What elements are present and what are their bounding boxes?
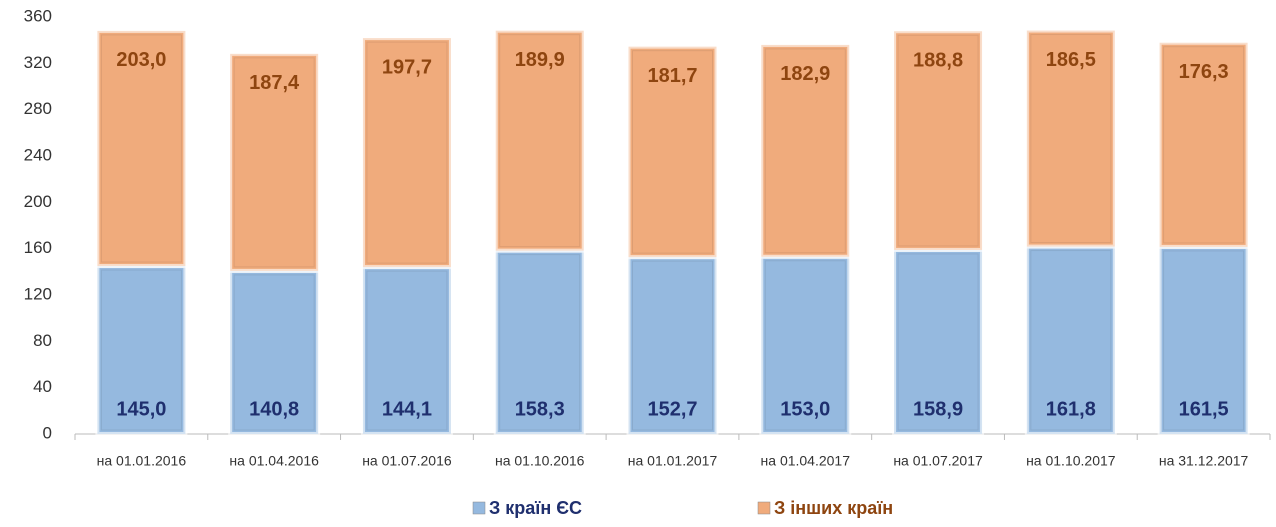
y-tick-label: 320 xyxy=(24,53,52,72)
bar-segment xyxy=(1024,28,1117,249)
y-tick-label: 200 xyxy=(24,192,52,211)
legend-marker xyxy=(472,501,486,515)
bar-segment xyxy=(626,44,719,260)
x-tick-label: на 01.10.2016 xyxy=(495,453,585,469)
value-label: 140,8 xyxy=(249,398,299,420)
value-label: 153,0 xyxy=(780,398,830,420)
y-tick-label: 40 xyxy=(33,377,52,396)
bar-bevel xyxy=(499,254,581,431)
bar-segment xyxy=(493,28,586,253)
value-label: 152,7 xyxy=(647,398,697,420)
bar-bevel xyxy=(100,34,182,263)
bar-bevel xyxy=(233,274,315,431)
bar-bevel xyxy=(764,260,846,431)
bar-bevel xyxy=(1030,250,1112,431)
value-label: 144,1 xyxy=(382,398,432,420)
x-tick-label: на 01.01.2017 xyxy=(628,453,718,469)
bar-bevel xyxy=(366,41,448,264)
y-tick-label: 160 xyxy=(24,238,52,257)
bar-segment xyxy=(228,51,321,273)
value-label: 203,0 xyxy=(116,49,166,71)
legend-marker xyxy=(757,501,771,515)
bar-segment xyxy=(493,248,586,436)
x-tick-label: на 01.07.2017 xyxy=(893,453,983,469)
bar-bevel xyxy=(764,48,846,254)
legend-label: З інших країн xyxy=(774,498,893,518)
bar-bevel xyxy=(632,50,713,254)
y-tick-label: 280 xyxy=(24,99,52,118)
bar-segment xyxy=(360,265,453,436)
value-label: 158,3 xyxy=(515,398,565,420)
value-label: 161,5 xyxy=(1179,398,1229,420)
bar-segment xyxy=(1157,244,1250,436)
y-tick-label: 120 xyxy=(24,284,52,303)
value-label: 161,8 xyxy=(1046,398,1096,420)
bar-bevel xyxy=(632,260,713,431)
value-label: 181,7 xyxy=(647,65,697,87)
bar-bevel xyxy=(366,270,448,431)
bar-bevel xyxy=(100,269,182,431)
bar-bevel xyxy=(1163,250,1245,431)
bar-segment xyxy=(892,247,985,436)
bar-bevel xyxy=(897,34,979,247)
y-tick-label: 80 xyxy=(33,331,52,350)
y-tick-label: 360 xyxy=(24,6,52,25)
value-label: 145,0 xyxy=(116,398,166,420)
value-label: 158,9 xyxy=(913,398,963,420)
bar-bevel xyxy=(897,253,979,431)
bar-segment xyxy=(95,264,188,436)
value-label: 187,4 xyxy=(249,72,300,94)
y-tick-label: 240 xyxy=(24,145,52,164)
x-tick-label: на 01.04.2016 xyxy=(229,453,319,469)
x-tick-label: на 31.12.2017 xyxy=(1159,453,1249,469)
bar-segment xyxy=(892,29,985,252)
x-tick-label: на 01.10.2017 xyxy=(1026,453,1116,469)
bar-bevel xyxy=(1030,34,1112,244)
x-tick-label: на 01.07.2016 xyxy=(362,453,452,469)
value-label: 186,5 xyxy=(1046,49,1096,71)
bar-segment xyxy=(759,254,852,436)
bar-segment xyxy=(1157,40,1250,249)
x-tick-label: на 01.01.2016 xyxy=(97,453,187,469)
value-label: 197,7 xyxy=(382,56,432,78)
bar-segment xyxy=(759,42,852,259)
bar-segment xyxy=(1024,244,1117,436)
bar-bevel xyxy=(499,34,581,248)
bar-bevel xyxy=(233,57,315,268)
y-tick-label: 0 xyxy=(43,423,52,442)
x-tick-label: на 01.04.2017 xyxy=(761,453,851,469)
value-label: 182,9 xyxy=(780,63,830,85)
value-label: 176,3 xyxy=(1179,61,1229,83)
legend-label: З країн ЄС xyxy=(489,498,582,518)
value-label: 189,9 xyxy=(515,49,565,71)
bar-bevel xyxy=(1163,46,1245,244)
bar-segment xyxy=(360,36,453,270)
value-label: 188,8 xyxy=(913,50,963,72)
bar-segment xyxy=(95,28,188,269)
